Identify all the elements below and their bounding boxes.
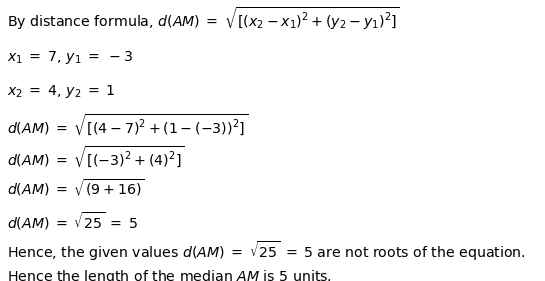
Text: $d(AM)\;=\;\sqrt{[(4-7)^2+(1-(-3))^2]}$: $d(AM)\;=\;\sqrt{[(4-7)^2+(1-(-3))^2]}$ [7, 112, 247, 138]
Text: $d(AM)\;=\;\sqrt{25}\;=\;5$: $d(AM)\;=\;\sqrt{25}\;=\;5$ [7, 210, 137, 232]
Text: $x_1\;=\;7,\,y_1\;=\;-3$: $x_1\;=\;7,\,y_1\;=\;-3$ [7, 49, 132, 66]
Text: $d(AM)\;=\;\sqrt{(9+16)}$: $d(AM)\;=\;\sqrt{(9+16)}$ [7, 178, 144, 199]
Text: By distance formula, $d(AM)\;=\;\sqrt{[(x_2-x_1)^2+(y_2-y_1)^2]}$: By distance formula, $d(AM)\;=\;\sqrt{[(… [7, 5, 399, 32]
Text: Hence, the given values $d(AM)\;=\;\sqrt{25}\;=\;5$ are not roots of the equatio: Hence, the given values $d(AM)\;=\;\sqrt… [7, 240, 525, 263]
Text: $x_2\;=\;4,\,y_2\;=\;1$: $x_2\;=\;4,\,y_2\;=\;1$ [7, 83, 115, 100]
Text: $d(AM)\;=\;\sqrt{[(-3)^2+(4)^2]}$: $d(AM)\;=\;\sqrt{[(-3)^2+(4)^2]}$ [7, 145, 184, 170]
Text: Hence the length of the median $AM$ is 5 units.: Hence the length of the median $AM$ is 5… [7, 268, 331, 281]
